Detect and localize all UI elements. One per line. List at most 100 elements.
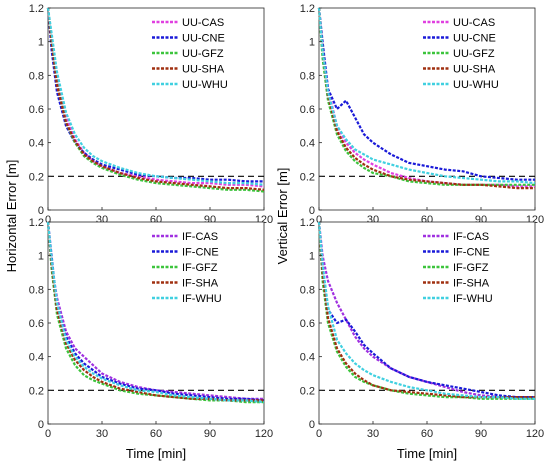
legend: IF-CAS IF-CNE IF-GFZ IF-SHA IF-WHU [423, 231, 493, 305]
y-tick-labels: 0 0.2 0.4 0.6 0.8 1 1.2 [29, 3, 51, 217]
y-tick-label: 0.6 [300, 318, 315, 330]
legend-label: UU-GFZ [453, 48, 495, 60]
series-line-uu-whu [46, 7, 265, 186]
legend-label: IF-WHU [182, 293, 222, 305]
y-tick-labels: 0 0.2 0.4 0.6 0.8 1 1.2 [29, 217, 51, 431]
y-tick-label: 0.6 [29, 318, 44, 330]
panel-top-left: 0 30 60 90 120 0 0.2 0.4 0.6 0.8 1 1.2 UU-CAS UU-CN… [29, 3, 273, 226]
series-lines [317, 7, 536, 190]
series-line-uu-sha [46, 7, 265, 191]
x-tick-label: 30 [367, 428, 379, 440]
y-tick-label: 0.2 [29, 171, 44, 183]
series-line-uu-sha [317, 7, 535, 190]
legend-label: UU-GFZ [182, 48, 224, 60]
y-tick-label: 0.2 [300, 385, 315, 397]
x-tick-labels: 0 30 60 90 120 [45, 207, 273, 226]
y-tick-label: 1.2 [29, 3, 44, 15]
legend-label: IF-SHA [182, 278, 219, 290]
y-tick-label: 1 [309, 37, 315, 49]
series-line-uu-whu [317, 7, 536, 185]
series-line-if-cas [46, 221, 264, 400]
plot-area [318, 7, 536, 211]
series-lines [317, 221, 536, 400]
series-line-if-gfz [46, 221, 264, 404]
y-tick-labels: 0 0.2 0.4 0.6 0.8 1 1.2 [300, 217, 322, 431]
legend-label: IF-CNE [182, 247, 219, 259]
y-tick-labels: 0 0.2 0.4 0.6 0.8 1 1.2 [300, 3, 322, 217]
y-tick-label: 0 [38, 205, 44, 217]
x-tick-label: 0 [45, 214, 51, 226]
series-lines [46, 221, 265, 404]
y-tick-label: 0.4 [300, 352, 315, 364]
y-tick-label: 0 [38, 419, 44, 431]
y-tick-label: 0.6 [29, 104, 44, 116]
y-tick-label: 0.8 [300, 70, 315, 82]
y-tick-label: 0.8 [300, 284, 315, 296]
legend-label: UU-CAS [453, 17, 495, 29]
x-tick-label: 120 [526, 428, 544, 440]
y-tick-label: 1 [38, 251, 44, 263]
series-line-if-whu [46, 221, 265, 404]
x-tick-label: 0 [316, 428, 322, 440]
legend-label: UU-CNE [182, 33, 225, 45]
series-line-if-sha [317, 221, 535, 399]
legend-label: UU-WHU [182, 79, 228, 91]
x-tick-labels: 0 30 60 90 120 [45, 421, 273, 440]
x-axis-label-left: Time [min] [126, 446, 186, 461]
legend-label: IF-WHU [453, 293, 493, 305]
x-tick-label: 120 [255, 428, 273, 440]
legend-label: IF-CAS [453, 231, 489, 243]
x-axis-label-right: Time [min] [397, 446, 457, 461]
plot-area [47, 221, 265, 425]
legend-label: IF-GFZ [453, 262, 489, 274]
x-tick-label: 0 [316, 214, 322, 226]
y-axis-label-vertical: Vertical Error [m] [275, 168, 290, 265]
plot-area [47, 7, 265, 211]
y-tick-label: 1 [309, 251, 315, 263]
y-tick-label: 0.6 [300, 104, 315, 116]
y-tick-label: 1 [38, 37, 44, 49]
series-line-uu-cne [317, 7, 535, 181]
y-tick-label: 0.2 [29, 385, 44, 397]
y-tick-label: 0.4 [29, 352, 44, 364]
legend-label: UU-SHA [182, 64, 225, 76]
series-line-uu-cas [46, 7, 265, 188]
y-axis-label-horizontal: Horizontal Error [m] [4, 160, 19, 273]
legend-label: UU-CAS [182, 17, 224, 29]
x-tick-label: 60 [421, 428, 433, 440]
y-tick-label: 0 [309, 419, 315, 431]
legend: IF-CAS IF-CNE IF-GFZ IF-SHA IF-WHU [152, 231, 222, 305]
panel-bottom-left: 0 30 60 90 120 0 0.2 0.4 0.6 0.8 1 1.2 IF-CAS IF-CN… [29, 217, 273, 440]
panel-bottom-right: 0 30 60 90 120 0 0.2 0.4 0.6 0.8 1 1.2 IF-CAS IF-CN… [300, 217, 544, 440]
y-tick-label: 1.2 [29, 217, 44, 229]
series-line-uu-gfz [46, 7, 265, 193]
y-tick-label: 1.2 [300, 217, 315, 229]
y-tick-label: 1.2 [300, 3, 315, 15]
legend-label: IF-CNE [453, 247, 490, 259]
series-line-if-gfz [317, 221, 535, 400]
y-tick-label: 0.2 [300, 171, 315, 183]
legend-label: IF-CAS [182, 231, 218, 243]
x-tick-labels: 0 30 60 90 120 [316, 421, 544, 440]
x-tick-label: 90 [475, 428, 487, 440]
series-lines [46, 7, 265, 193]
x-tick-label: 60 [150, 428, 162, 440]
series-line-if-cas [317, 221, 536, 400]
x-tick-label: 30 [96, 428, 108, 440]
panel-top-right: 0 30 60 90 120 00.20.40.60.811.2 UU-CASUU-CN… [300, 3, 544, 226]
series-line-if-whu [317, 221, 535, 400]
y-tick-label: 0.4 [29, 138, 44, 150]
x-tick-label: 90 [204, 428, 216, 440]
legend-label: IF-GFZ [182, 262, 218, 274]
legend: UU-CAS UU-CNE UU-GFZ UU-SHA UU-WHU [152, 17, 228, 91]
y-tick-label: 0 [309, 205, 315, 217]
y-tick-label: 0.4 [300, 138, 315, 150]
legend-label: IF-SHA [453, 278, 490, 290]
legend-label: UU-CNE [453, 33, 496, 45]
legend: UU-CAS UU-CNE UU-GFZ UU-SHA UU-WHU [423, 17, 499, 91]
series-line-if-cne [317, 221, 535, 399]
y-tick-label: 0.8 [29, 284, 44, 296]
legend-label: UU-SHA [453, 64, 496, 76]
x-tick-label: 0 [45, 428, 51, 440]
